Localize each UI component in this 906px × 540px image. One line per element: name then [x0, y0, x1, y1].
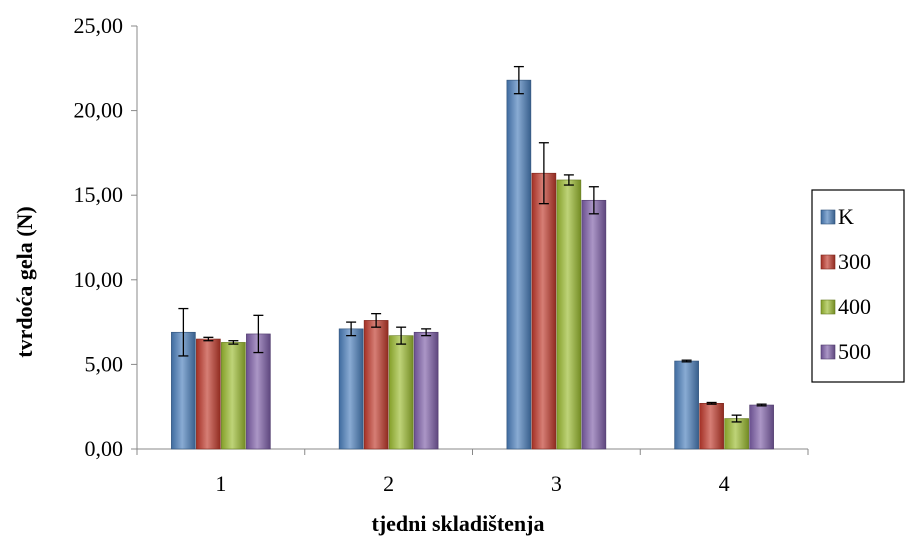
error-bars-group	[178, 65, 767, 423]
bar-300-week-1	[196, 338, 221, 450]
bar-400-week-2	[388, 335, 414, 450]
error-bar-500-week-2	[421, 328, 432, 337]
legend-item-500: 500	[820, 339, 871, 364]
legend-item-400: 400	[820, 294, 871, 319]
legend-item-K: K	[820, 204, 854, 229]
error-bar-400-week-2	[396, 326, 407, 345]
bar-300-week-3	[531, 172, 557, 450]
legend-swatch	[820, 344, 836, 360]
bar-500-week-2	[413, 331, 439, 450]
error-bar-500-week-3	[588, 186, 599, 215]
legend: K 300 400 500	[811, 189, 905, 383]
legend-label: 300	[838, 249, 871, 274]
error-bar-300-week-4	[706, 401, 717, 405]
x-axis: 1 2 3 4	[136, 448, 809, 496]
bar-400-week-1	[221, 342, 246, 450]
y-tick-label: 5,00	[85, 351, 124, 376]
legend-swatch	[820, 209, 836, 225]
error-bar-300-week-3	[538, 142, 549, 205]
x-tick-label: 2	[383, 471, 394, 496]
error-bar-K-week-3	[513, 65, 524, 95]
bar-300-week-4	[699, 403, 724, 450]
bar-500-week-3	[581, 199, 607, 450]
error-bar-K-week-4	[681, 359, 692, 363]
bar-400-week-4	[724, 418, 749, 450]
y-axis-title: tvrdoća gela (N)	[12, 206, 37, 358]
x-tick-label: 3	[551, 471, 562, 496]
bar-500-week-4	[749, 404, 774, 450]
error-bar-300-week-1	[203, 336, 214, 342]
legend-item-300: 300	[820, 249, 871, 274]
bar-K-week-3	[506, 79, 532, 450]
error-bar-400-week-3	[563, 174, 574, 186]
legend-label: 500	[838, 339, 871, 364]
legend-label: 400	[838, 294, 871, 319]
error-bar-500-week-4	[756, 403, 767, 407]
bar-500-week-1	[246, 333, 271, 450]
x-tick-label: 1	[215, 471, 226, 496]
legend-label: K	[838, 204, 854, 229]
bar-400-week-3	[556, 179, 582, 450]
legend-swatch	[820, 299, 836, 315]
error-bar-500-week-1	[253, 314, 264, 354]
y-tick-label: 0,00	[85, 436, 124, 461]
y-axis: 0,00 5,00 10,00 15,00 20,00 25,00	[74, 13, 138, 461]
bar-300-week-2	[363, 320, 389, 450]
y-tick-label: 20,00	[74, 98, 124, 123]
error-bar-K-week-1	[178, 307, 189, 357]
error-bar-400-week-4	[731, 414, 742, 423]
bar-K-week-2	[338, 328, 364, 450]
x-tick-label: 4	[719, 471, 730, 496]
y-tick-label: 10,00	[74, 267, 124, 292]
bar-K-week-4	[674, 360, 699, 450]
y-tick-label: 15,00	[74, 182, 124, 207]
error-bar-400-week-1	[228, 340, 239, 345]
x-axis-title: tjedni skladištenja	[372, 511, 545, 536]
legend-swatch	[820, 254, 836, 270]
y-tick-label: 25,00	[74, 13, 124, 38]
error-bar-300-week-2	[371, 312, 382, 328]
error-bar-K-week-2	[346, 321, 357, 337]
bars-group	[171, 79, 774, 450]
